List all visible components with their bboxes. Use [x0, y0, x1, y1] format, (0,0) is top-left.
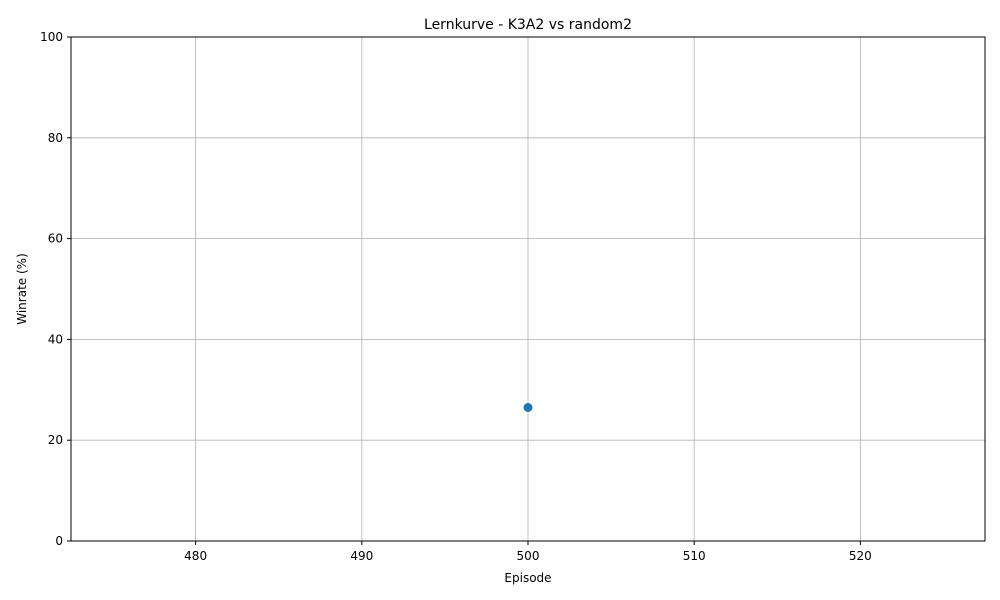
- y-tick-label: 60: [48, 232, 63, 246]
- y-tick-label: 100: [40, 30, 63, 44]
- series-winrate: [524, 403, 533, 412]
- chart-title: Lernkurve - K3A2 vs random2: [424, 17, 632, 33]
- x-tick-label: 520: [849, 549, 872, 563]
- x-axis-label: Episode: [504, 571, 551, 585]
- y-axis-label: Winrate (%): [15, 253, 29, 325]
- y-tick-label: 0: [55, 534, 63, 548]
- ticks: 480 490 500 510 520 0 20 40 60 80 100: [40, 30, 872, 563]
- y-tick-label: 40: [48, 332, 63, 346]
- x-tick-label: 490: [350, 549, 373, 563]
- data-point: [524, 403, 533, 412]
- x-tick-label: 500: [517, 549, 540, 563]
- x-tick-label: 510: [683, 549, 706, 563]
- x-tick-label: 480: [184, 549, 207, 563]
- grid: [71, 37, 985, 541]
- y-tick-label: 20: [48, 433, 63, 447]
- y-tick-label: 80: [48, 131, 63, 145]
